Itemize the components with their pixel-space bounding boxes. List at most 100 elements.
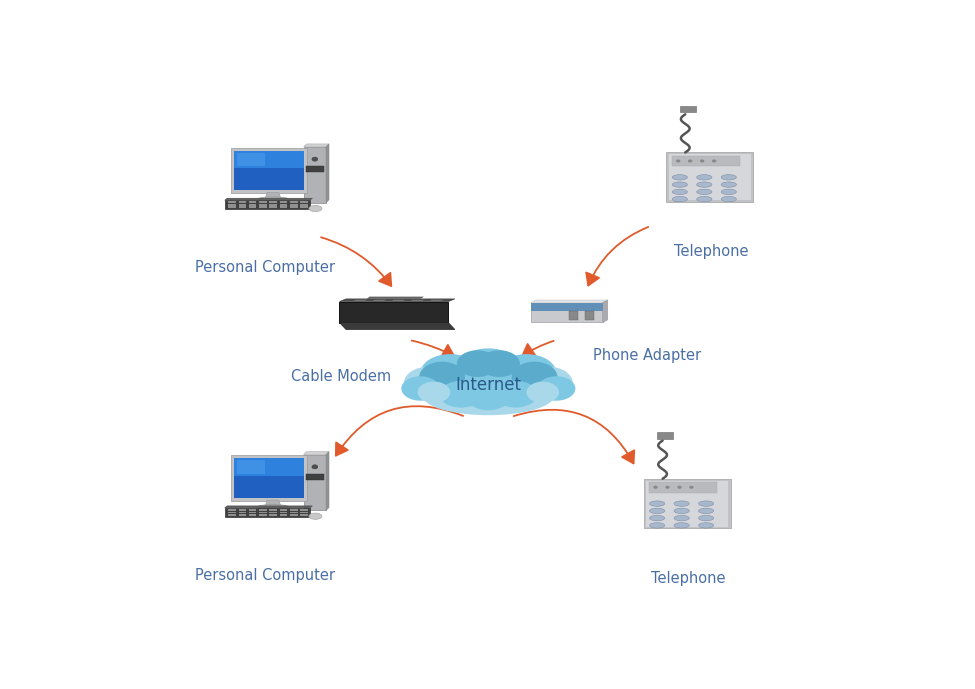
Polygon shape <box>269 514 277 516</box>
Polygon shape <box>230 147 307 193</box>
Polygon shape <box>233 151 304 168</box>
Polygon shape <box>657 432 674 439</box>
Ellipse shape <box>423 377 554 415</box>
Ellipse shape <box>455 349 521 391</box>
Polygon shape <box>530 302 603 322</box>
Ellipse shape <box>697 174 712 180</box>
Ellipse shape <box>672 189 687 194</box>
FancyArrowPatch shape <box>411 340 454 357</box>
Polygon shape <box>259 207 267 208</box>
FancyArrowPatch shape <box>586 227 648 285</box>
Circle shape <box>676 159 681 163</box>
Ellipse shape <box>526 382 559 403</box>
Ellipse shape <box>698 515 714 521</box>
Polygon shape <box>239 204 246 205</box>
Ellipse shape <box>256 197 290 202</box>
Polygon shape <box>233 151 304 190</box>
Polygon shape <box>306 167 324 172</box>
Ellipse shape <box>698 501 714 506</box>
Ellipse shape <box>722 182 736 187</box>
Ellipse shape <box>457 350 498 377</box>
Polygon shape <box>224 200 310 209</box>
Polygon shape <box>280 201 288 203</box>
Polygon shape <box>249 204 256 205</box>
Polygon shape <box>585 311 594 320</box>
Ellipse shape <box>309 205 322 212</box>
Ellipse shape <box>493 381 537 408</box>
Ellipse shape <box>698 508 714 513</box>
Circle shape <box>689 486 693 489</box>
Polygon shape <box>239 512 246 513</box>
Polygon shape <box>249 509 256 511</box>
Circle shape <box>700 159 704 163</box>
Polygon shape <box>259 204 267 205</box>
Ellipse shape <box>672 196 687 202</box>
Polygon shape <box>265 500 281 507</box>
Ellipse shape <box>722 196 736 202</box>
Ellipse shape <box>697 189 712 194</box>
Ellipse shape <box>698 523 714 528</box>
Polygon shape <box>280 514 288 516</box>
Text: Cable Modem: Cable Modem <box>291 369 391 384</box>
Polygon shape <box>672 156 740 167</box>
Ellipse shape <box>440 381 483 408</box>
Polygon shape <box>306 474 324 480</box>
Ellipse shape <box>479 350 520 377</box>
Ellipse shape <box>402 376 440 401</box>
Ellipse shape <box>697 182 712 187</box>
Ellipse shape <box>256 504 290 510</box>
Ellipse shape <box>672 174 687 180</box>
Polygon shape <box>603 300 607 322</box>
Polygon shape <box>228 207 236 208</box>
Text: Phone Adapter: Phone Adapter <box>593 348 701 363</box>
Polygon shape <box>326 144 329 203</box>
Polygon shape <box>367 296 424 299</box>
Circle shape <box>312 465 318 469</box>
Polygon shape <box>259 201 267 203</box>
Polygon shape <box>303 455 326 511</box>
Polygon shape <box>303 147 326 203</box>
Polygon shape <box>259 512 267 513</box>
Ellipse shape <box>649 508 665 513</box>
Polygon shape <box>269 509 277 511</box>
Polygon shape <box>339 302 448 322</box>
Polygon shape <box>224 198 313 200</box>
Ellipse shape <box>674 515 689 521</box>
FancyArrowPatch shape <box>514 410 635 464</box>
Polygon shape <box>291 509 297 511</box>
Polygon shape <box>300 512 308 513</box>
Ellipse shape <box>404 367 453 399</box>
Ellipse shape <box>453 374 524 407</box>
Ellipse shape <box>512 362 558 392</box>
Circle shape <box>312 157 318 161</box>
Polygon shape <box>228 509 236 511</box>
Ellipse shape <box>420 354 481 392</box>
Polygon shape <box>646 481 728 526</box>
Text: Telephone: Telephone <box>674 245 749 260</box>
Ellipse shape <box>649 523 665 528</box>
Ellipse shape <box>697 196 712 202</box>
Polygon shape <box>649 482 717 493</box>
Polygon shape <box>280 207 288 208</box>
Polygon shape <box>269 201 277 203</box>
Polygon shape <box>303 452 329 455</box>
Ellipse shape <box>672 182 687 187</box>
Polygon shape <box>239 207 246 208</box>
Polygon shape <box>237 460 265 474</box>
Circle shape <box>712 159 717 163</box>
Polygon shape <box>224 506 313 508</box>
Ellipse shape <box>674 523 689 528</box>
Polygon shape <box>224 508 310 517</box>
Polygon shape <box>291 512 297 513</box>
Ellipse shape <box>722 189 736 194</box>
Polygon shape <box>228 512 236 513</box>
Polygon shape <box>230 455 307 501</box>
Ellipse shape <box>649 515 665 521</box>
Ellipse shape <box>255 199 291 203</box>
Polygon shape <box>391 300 406 301</box>
Ellipse shape <box>419 362 465 392</box>
Ellipse shape <box>309 513 322 520</box>
Polygon shape <box>666 152 754 202</box>
Polygon shape <box>249 512 256 513</box>
Polygon shape <box>259 509 267 511</box>
